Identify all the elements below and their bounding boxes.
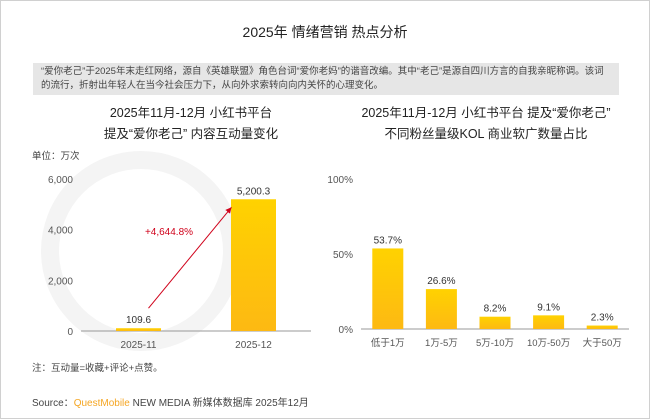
right-chart-bar	[372, 248, 404, 329]
left-chart-x-tick-label: 2025-11	[121, 340, 157, 351]
right-chart-x-tick-label: 低于1万	[371, 337, 405, 349]
left-chart-bar	[116, 328, 161, 331]
right-chart-value-label: 8.2%	[484, 304, 507, 315]
left-chart-y-tick-label: 0	[67, 327, 73, 338]
left-chart-bar	[231, 199, 276, 331]
left-chart-y-tick-label: 2,000	[48, 276, 73, 287]
source-line: Source：QuestMobile NEW MEDIA 新媒体数据库 2025…	[32, 398, 309, 410]
right-chart-title-line2: 不同粉丝量级KOL 商业软广数量占比	[384, 127, 588, 141]
growth-annotation: +4,644.8%	[145, 227, 193, 238]
growth-arrow	[148, 206, 232, 309]
left-chart-y-tick-label: 6,000	[48, 175, 73, 186]
page-title: 2025年 情绪营销 热点分析	[242, 24, 408, 40]
right-chart-x-tick-label: 大于50万	[583, 337, 622, 349]
right-chart-y-tick-label: 0%	[339, 325, 354, 336]
footnote: 注：互动量=收藏+评论+点赞。	[32, 363, 163, 374]
right-chart-bar	[586, 325, 618, 329]
right-chart-title: 2025年11月-12月 小红书平台 提及“爱你老己” 不同粉丝量级KOL 商业…	[331, 103, 641, 145]
right-chart-value-label: 9.1%	[537, 302, 560, 313]
right-chart-bar	[425, 289, 457, 329]
right-chart-value-label: 2.3%	[591, 313, 614, 324]
right-chart-bar	[533, 315, 565, 329]
left-chart-y-tick-label: 4,000	[48, 226, 73, 237]
unit-label: 单位：万次	[32, 151, 80, 162]
right-chart-x-tick-label: 10万-50万	[527, 338, 570, 349]
right-chart-bar	[479, 316, 511, 329]
right-chart-title-line1: 2025年11月-12月 小红书平台 提及“爱你老己”	[361, 106, 611, 120]
right-chart-y-tick-label: 100%	[327, 175, 353, 186]
source-rest: NEW MEDIA 新媒体数据库 2025年12月	[129, 398, 309, 409]
right-chart-y-tick-label: 50%	[333, 250, 353, 261]
description-box: “爱你老己”于2025年末走红网络，源自《英雄联盟》角色台词“爱你老妈”的谐音改…	[33, 63, 619, 95]
right-chart-x-tick-label: 5万-10万	[476, 338, 514, 349]
left-chart-value-label: 5,200.3	[237, 186, 271, 197]
right-chart-value-label: 26.6%	[427, 276, 455, 287]
source-brand: QuestMobile	[73, 398, 130, 409]
left-chart-x-tick-label: 2025-12	[235, 340, 272, 351]
left-chart-value-label: 109.6	[126, 315, 151, 326]
right-chart-x-tick-label: 1万-5万	[425, 338, 458, 349]
left-chart-title-line2: 提及“爱你老己” 内容互动量变化	[103, 127, 279, 141]
left-chart-title-line1: 2025年11月-12月 小红书平台	[109, 106, 273, 120]
right-chart-value-label: 53.7%	[374, 235, 402, 246]
left-chart-title: 2025年11月-12月 小红书平台 提及“爱你老己” 内容互动量变化	[61, 103, 321, 145]
source-prefix: Source：	[32, 398, 74, 409]
